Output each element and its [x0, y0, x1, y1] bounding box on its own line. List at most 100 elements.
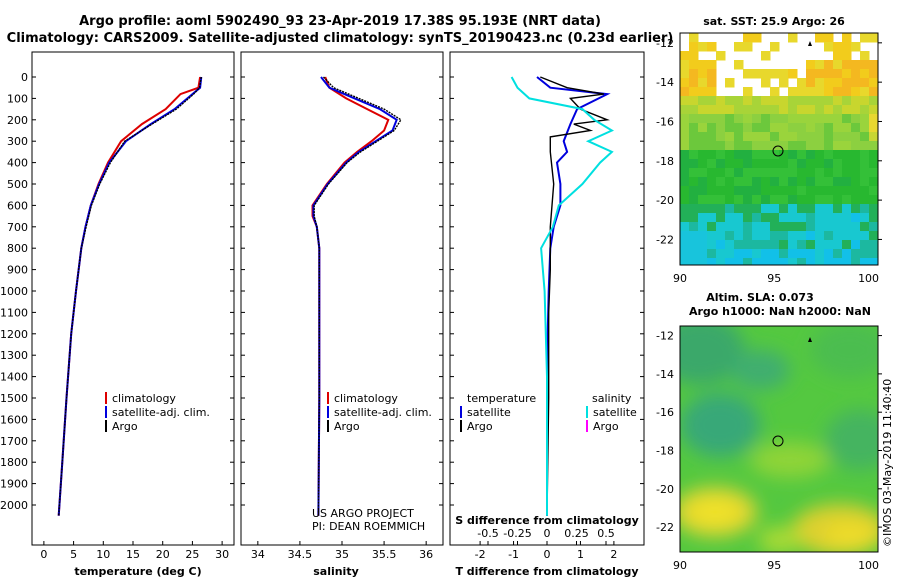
sst-cell	[761, 249, 771, 259]
lat-tick-label: -22	[656, 233, 674, 246]
sst-cell	[698, 186, 708, 196]
sst-cell	[824, 123, 834, 133]
sst-cell	[752, 231, 762, 241]
sst-cell	[824, 42, 834, 52]
sst-cell	[680, 141, 690, 151]
sst-cell	[851, 186, 861, 196]
sst-cell	[860, 132, 870, 142]
sst-cell	[734, 177, 744, 187]
title-line2: Climatology: CARS2009. Satellite-adjuste…	[7, 31, 674, 46]
x-tick-label: 0	[544, 527, 551, 540]
sst-cell	[689, 249, 699, 259]
sst-cell	[761, 132, 771, 142]
depth-tick-label: 1900	[0, 478, 28, 491]
footer-timestamp: ©IMOS 03-May-2019 11:40:40	[881, 379, 894, 547]
sst-cell	[725, 249, 735, 259]
sst-cell	[824, 249, 834, 259]
sst-cell	[752, 258, 762, 265]
sst-cell	[869, 141, 878, 151]
sst-cell	[833, 258, 843, 265]
sst-cell	[770, 240, 780, 250]
depth-tick-label: 700	[7, 221, 28, 234]
sst-cell	[869, 213, 878, 223]
diff-temperature-satellite-line	[536, 76, 611, 516]
sst-cell	[788, 186, 798, 196]
sst-cell	[770, 123, 780, 133]
s-difference-label: S difference from climatology	[455, 514, 639, 527]
sst-cell	[770, 168, 780, 178]
sst-cell	[725, 123, 735, 133]
sst-cell	[743, 240, 753, 250]
sst-cell	[770, 132, 780, 142]
sst-cell	[806, 141, 816, 151]
sst-cell	[716, 222, 726, 232]
x-tick-label: 35	[335, 548, 349, 561]
sst-cell	[824, 231, 834, 241]
sst-cell	[707, 69, 717, 79]
depth-tick-label: 200	[7, 114, 28, 127]
sst-cell	[734, 222, 744, 232]
sst-cell	[734, 204, 744, 214]
sst-cell	[689, 33, 699, 43]
sst-cell	[788, 231, 798, 241]
diff-legend-temperature: temperature	[467, 392, 536, 405]
sal-legend-argo: Argo	[334, 420, 360, 433]
depth-tick-label: 800	[7, 242, 28, 255]
salinity-argo-line	[313, 76, 402, 516]
sst-cell	[869, 195, 878, 205]
sst-cell	[725, 231, 735, 241]
sst-cell	[788, 33, 798, 43]
sst-cell	[815, 114, 825, 124]
sst-cell	[743, 105, 753, 115]
lon-tick-label: 100	[858, 559, 879, 572]
sst-cell	[869, 78, 878, 88]
sla-blob	[691, 499, 739, 525]
sst-cell	[680, 114, 690, 124]
diff-legend-salinity: salinity	[592, 392, 632, 405]
sst-cell	[842, 249, 852, 259]
sst-cell	[833, 150, 843, 160]
sst-cell	[770, 204, 780, 214]
sst-cell	[833, 168, 843, 178]
sst-cell	[680, 249, 690, 259]
sla-map-title1: Altim. SLA: 0.073	[706, 291, 813, 304]
x-tick-label: 5	[70, 548, 77, 561]
sst-cell	[752, 186, 762, 196]
sst-cell	[815, 249, 825, 259]
sst-cell	[824, 240, 834, 250]
sst-cell	[716, 258, 726, 265]
sst-cell	[869, 96, 878, 106]
x-tick-label: 25	[185, 548, 199, 561]
sst-cell	[716, 204, 726, 214]
sst-cell	[698, 123, 708, 133]
sst-cell	[743, 159, 753, 169]
sst-cell	[725, 195, 735, 205]
sst-cell	[815, 177, 825, 187]
sst-cell	[869, 249, 878, 259]
sst-cell	[824, 69, 834, 79]
sst-cell	[842, 96, 852, 106]
sst-cell	[788, 123, 798, 133]
sla-map-frame	[679, 325, 879, 553]
sst-cell	[761, 258, 771, 265]
sst-cell	[869, 186, 878, 196]
sst-cell	[779, 222, 789, 232]
sst-cell	[842, 222, 852, 232]
sst-cell	[851, 222, 861, 232]
sst-cell	[752, 249, 762, 259]
sst-cell	[752, 141, 762, 151]
sst-cell	[806, 186, 816, 196]
sst-cell	[824, 204, 834, 214]
sst-cell	[725, 177, 735, 187]
sst-cell	[788, 69, 798, 79]
sst-cell	[824, 159, 834, 169]
temperature-argo-line	[58, 76, 202, 516]
sst-cell	[752, 132, 762, 142]
temperature-panel	[31, 51, 235, 546]
sst-cell	[869, 168, 878, 178]
sst-cell	[806, 249, 816, 259]
sst-cell	[779, 141, 789, 151]
lat-tick-label: -14	[656, 368, 674, 381]
sst-cell	[851, 195, 861, 205]
sst-cell	[761, 168, 771, 178]
